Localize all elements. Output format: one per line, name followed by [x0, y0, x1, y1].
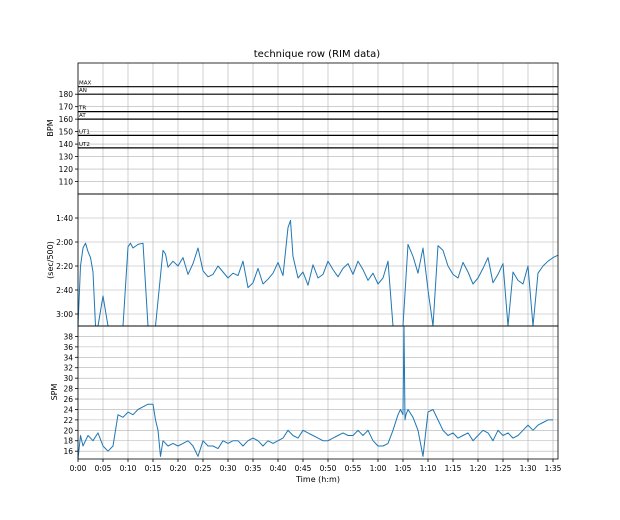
y-tick-label: 130 [59, 153, 74, 162]
x-tick-label: 1:35 [545, 464, 562, 473]
y-tick-label: 20 [63, 426, 73, 435]
x-tick-label: 0:45 [295, 464, 312, 473]
x-tick-label: 0:55 [345, 464, 362, 473]
x-tick-label: 0:30 [220, 464, 237, 473]
y-tick-label: 24 [63, 405, 73, 414]
y-tick-label: 2:20 [56, 262, 73, 271]
x-tick-label: 0:00 [70, 464, 87, 473]
y-tick-label: 22 [63, 416, 73, 425]
x-tick-label: 0:40 [270, 464, 287, 473]
pace-ylabel: (sec/500) [46, 241, 55, 279]
y-tick-label: 120 [59, 165, 74, 174]
zone-label: UT2 [79, 142, 90, 148]
stroke-rate-frame [77, 325, 559, 460]
chart-title: technique row (RIM data) [254, 49, 381, 60]
zone-label: UT1 [79, 129, 90, 135]
y-tick-label: 3:00 [56, 310, 73, 319]
x-tick-label: 0:20 [170, 464, 187, 473]
x-tick-label: 1:10 [420, 464, 437, 473]
y-tick-label: 110 [59, 178, 74, 187]
y-tick-label: 38 [63, 332, 73, 341]
y-tick-label: 26 [63, 395, 73, 404]
zone-label: AT [79, 113, 86, 119]
x-tick-label: 1:15 [445, 464, 462, 473]
y-tick-label: 18 [63, 437, 73, 446]
stroke-rate-ylabel: SPM [50, 384, 59, 401]
y-tick-label: 140 [59, 140, 74, 149]
pace-panel: 1:40 2:00 2:20 2:40 3:00 (sec/500) [46, 193, 559, 327]
y-tick-label: 2:00 [56, 238, 73, 247]
time-axis: 0:00 0:05 0:10 0:15 0:20 0:25 0:30 0:35 0:40 0:45… [70, 459, 562, 473]
x-tick-label: 0:15 [145, 464, 162, 473]
x-tick-label: 0:50 [320, 464, 337, 473]
y-tick-label: 34 [63, 353, 73, 362]
x-tick-label: 1:30 [520, 464, 537, 473]
y-tick-label: 28 [63, 385, 73, 394]
x-tick-label: 0:35 [245, 464, 262, 473]
x-tick-label: 0:25 [195, 464, 212, 473]
x-tick-label: 1:05 [395, 464, 412, 473]
y-tick-label: 180 [59, 90, 74, 99]
x-tick-label: 1:25 [495, 464, 512, 473]
pace-frame [77, 193, 559, 327]
x-tick-label: 1:00 [370, 464, 387, 473]
y-tick-label: 1:40 [56, 214, 73, 223]
x-tick-label: 1:20 [470, 464, 487, 473]
stroke-rate-series-line [77, 325, 553, 460]
time-axis-label: Time (h:m) [295, 475, 340, 484]
y-tick-label: 150 [59, 128, 74, 137]
y-tick-label: 16 [63, 447, 73, 456]
y-tick-label: 160 [59, 115, 74, 124]
y-tick-label: 2:40 [56, 286, 73, 295]
y-tick-label: 170 [59, 103, 74, 112]
x-tick-label: 0:10 [120, 464, 137, 473]
pace-series-line [77, 219, 559, 327]
y-tick-label: 30 [63, 374, 73, 383]
heart-rate-frame [77, 62, 559, 195]
y-tick-label: 32 [63, 364, 73, 373]
zone-label: TR [78, 106, 86, 112]
x-tick-label: 0:05 [95, 464, 112, 473]
y-tick-label: 36 [63, 343, 73, 352]
zone-label: MAX [79, 81, 92, 87]
zone-label: AN [79, 88, 87, 94]
heart-rate-ylabel: BPM [46, 119, 55, 136]
